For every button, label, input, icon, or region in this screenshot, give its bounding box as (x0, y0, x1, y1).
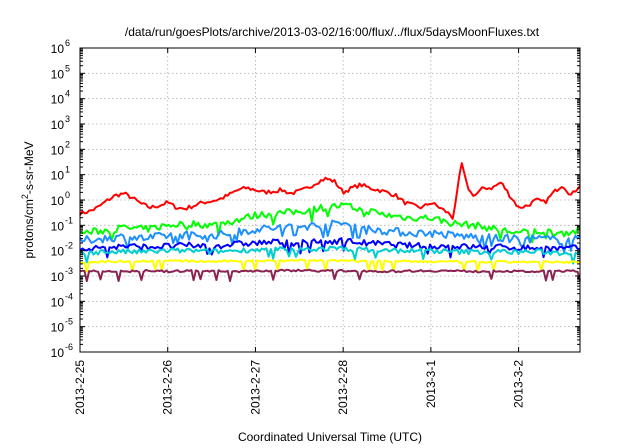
y-tick-label: 10 (51, 270, 65, 284)
y-tick-exponent: -4 (65, 291, 73, 301)
x-tick-labels: 2013-2-25 2013-2-26 2013-2-27 2013-2-28 2013… (73, 360, 526, 415)
x-tick-label: 2013-3-1 (424, 360, 438, 408)
series-line (79, 219, 581, 254)
x-tick-label: 2013-2-25 (73, 360, 87, 415)
y-tick-exponent: -1 (65, 215, 73, 225)
y-tick-label: 10 (51, 245, 65, 259)
y-tick-exponent: -2 (65, 241, 73, 251)
y-tick-exponent: 2 (65, 139, 70, 149)
axis-ticks (79, 47, 580, 353)
chart-title: /data/run/goesPlots/archive/2013-03-02/1… (125, 25, 540, 39)
y-tick-exponent: 1 (65, 165, 70, 175)
y-tick-label: 10 (51, 346, 65, 360)
y-tick-label: 10 (51, 321, 65, 335)
x-axis-title: Coordinated Universal Time (UTC) (238, 430, 422, 444)
y-tick-exponent: 0 (65, 190, 70, 200)
x-tick-label: 2013-2-28 (336, 360, 350, 415)
y-tick-label: 10 (51, 118, 65, 132)
series-line (79, 268, 581, 283)
y-tick-exponent: 5 (65, 63, 70, 73)
series-line (79, 162, 581, 220)
series-layer (79, 162, 581, 283)
y-tick-label: 10 (51, 194, 65, 208)
y-tick-label: 10 (51, 169, 65, 183)
series-line (79, 202, 581, 244)
x-tick-label: 2013-3-2 (512, 360, 526, 408)
y-tick-exponent: -6 (65, 342, 73, 352)
y-axis-title: protons/cm2-s-sr-MeV (20, 141, 36, 258)
y-tick-label: 10 (51, 143, 65, 157)
y-tick-label: 10 (51, 42, 65, 56)
series-line (79, 237, 581, 259)
x-tick-label: 2013-2-27 (248, 360, 262, 415)
y-tick-exponent: 3 (65, 114, 70, 124)
y-tick-label: 10 (51, 295, 65, 309)
y-tick-exponent: -3 (65, 266, 73, 276)
y-tick-label: 10 (51, 67, 65, 81)
y-tick-exponent: 4 (65, 89, 70, 99)
series-line (79, 258, 581, 273)
y-tick-label: 10 (51, 93, 65, 107)
series-line (79, 245, 581, 265)
y-tick-exponent: -5 (65, 317, 73, 327)
y-tick-exponent: 6 (65, 38, 70, 48)
x-tick-label: 2013-2-26 (161, 360, 175, 415)
y-tick-label: 10 (51, 219, 65, 233)
grid-lines (80, 48, 580, 352)
